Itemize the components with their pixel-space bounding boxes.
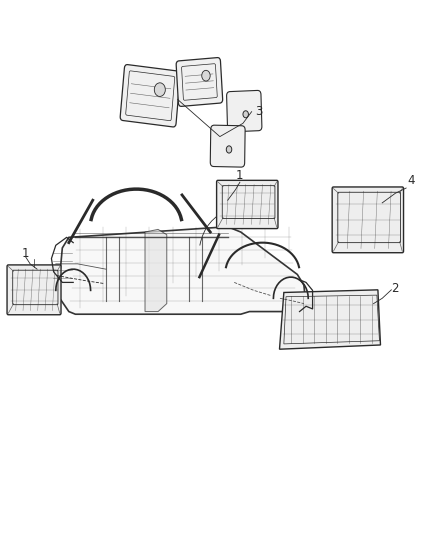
FancyBboxPatch shape (210, 125, 245, 167)
Ellipse shape (154, 83, 165, 96)
Text: 2: 2 (391, 282, 399, 295)
Text: 1: 1 (21, 247, 29, 260)
Text: 1: 1 (236, 168, 244, 182)
FancyBboxPatch shape (120, 64, 180, 127)
Ellipse shape (226, 146, 232, 153)
Text: 4: 4 (407, 174, 415, 187)
FancyBboxPatch shape (7, 265, 61, 315)
FancyBboxPatch shape (176, 58, 223, 107)
Polygon shape (145, 229, 167, 312)
FancyBboxPatch shape (332, 187, 403, 253)
Ellipse shape (243, 111, 248, 118)
Ellipse shape (202, 70, 210, 81)
Text: 3: 3 (254, 105, 262, 118)
Polygon shape (58, 227, 306, 314)
Polygon shape (279, 290, 381, 349)
FancyBboxPatch shape (226, 91, 262, 132)
FancyBboxPatch shape (217, 180, 278, 229)
